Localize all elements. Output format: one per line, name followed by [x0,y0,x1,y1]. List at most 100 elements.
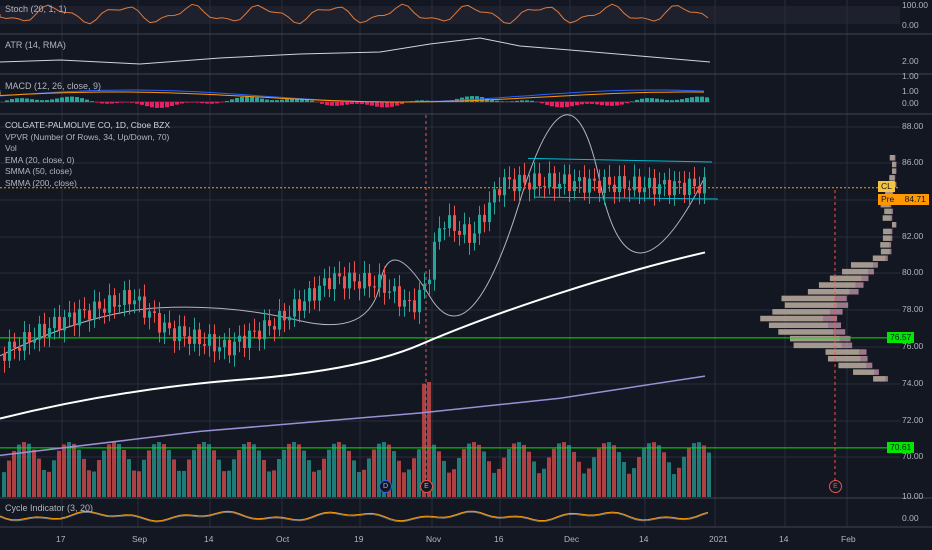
candle-body [408,300,411,301]
level-lower-tag: 70.61 [887,442,914,453]
macd-hist-bar [370,102,374,106]
smma200-legend[interactable]: SMMA (200, close) [5,178,170,190]
candle-body [143,296,146,317]
candle-body [418,290,421,312]
candle-body [128,290,131,304]
volume-bar [192,450,196,497]
candle-body [573,181,576,191]
macd-hist-bar [205,102,209,104]
price-tick: 86.00 [902,157,923,167]
candle-body [68,312,71,317]
volume-bar [12,451,16,497]
macd-hist-bar [195,102,199,103]
candle-body [633,177,636,191]
vpvr-down-bar [760,316,837,322]
volume-bar [627,474,631,497]
macd-hist-bar [595,102,599,104]
vpvr-down-bar [883,235,892,241]
volume-bar [82,459,86,497]
candle-body [293,299,296,316]
candle-body [208,334,211,346]
candle-body [503,177,506,195]
symbol-title[interactable]: COLGATE-PALMOLIVE CO, 1D, Cboe BZX [5,120,170,132]
macd-hist-bar [85,100,89,102]
price-tick: 88.00 [902,121,923,131]
vpvr-down-bar [830,276,869,282]
candle-body [438,228,441,242]
candle-body [498,189,501,195]
chart-canvas[interactable] [0,0,932,550]
candle-body [648,178,651,188]
time-tick: Sep [132,534,147,544]
macd-hist-bar [650,98,654,102]
candle-body [638,177,641,193]
candle-body [218,347,221,351]
candle-body [348,273,351,289]
macd-hist-bar [655,99,659,102]
volume-bar [282,450,286,497]
macd-hist-bar [100,102,104,103]
macd-hist-bar [75,97,79,102]
earnings-marker-future[interactable]: E [829,480,842,493]
atr-tick-1: 1.00 [902,71,919,81]
candle-body [133,300,136,304]
atr-tick-2: 2.00 [902,56,919,66]
candle-body [198,330,201,345]
macd-hist-bar [360,102,364,104]
candle-body [473,234,476,243]
main-legend: COLGATE-PALMOLIVE CO, 1D, Cboe BZX VPVR … [5,120,170,189]
vol-legend[interactable]: Vol [5,143,170,155]
candle-body [488,202,491,222]
macd-hist-bar [280,100,284,102]
vpvr-down-bar [826,349,867,355]
volume-bar [122,450,126,497]
volume-bar [252,444,256,497]
macd-hist-bar [525,100,529,102]
volume-bar [347,451,351,497]
macd-hist-bar [560,102,564,107]
macd-hist-bar [80,98,84,102]
volume-bar [657,445,661,497]
volume-bar [452,469,456,497]
candle-body [98,302,101,309]
candle-body [308,288,311,301]
earnings-marker[interactable]: E [420,480,433,493]
macd-hist-bar [230,99,234,102]
pre-tag-value: 84.71 [905,194,926,204]
dividend-marker[interactable]: D [379,480,392,493]
volume-bar [642,448,646,497]
macd-hist-bar [635,100,639,102]
candle-body [403,300,406,307]
candle-body [548,173,551,187]
smma50-legend[interactable]: SMMA (50, close) [5,166,170,178]
macd-hist-bar [640,99,644,102]
macd-hist-bar [150,102,154,107]
volume-bar [517,442,521,497]
candle-body [323,278,326,286]
vpvr-legend[interactable]: VPVR (Number Of Rows, 34, Up/Down, 70) [5,132,170,144]
candle-body [213,334,216,351]
volume-bar [157,442,161,497]
volume-bar [607,442,611,497]
price-tick: 82.00 [902,231,923,241]
ema-legend[interactable]: EMA (20, close, 0) [5,155,170,167]
macd-hist-bar [705,97,709,102]
macd-hist-bar [10,99,14,102]
volume-bar [497,469,501,497]
candle-body [358,281,361,288]
macd-hist-bar [320,102,324,104]
macd-hist-bar [120,102,124,103]
candle-body [8,342,11,361]
vpvr-down-bar [889,175,895,181]
candle-body [528,183,531,190]
macd-hist-bar [660,99,664,102]
volume-bar [207,444,211,497]
macd-hist-bar [390,102,394,107]
candle-body [678,181,681,183]
atr-line [0,38,710,64]
candle-body [118,305,121,307]
macd-hist-bar [275,100,279,102]
macd-hist-bar [265,100,269,102]
volume-bar [107,444,111,497]
candle-body [478,215,481,234]
